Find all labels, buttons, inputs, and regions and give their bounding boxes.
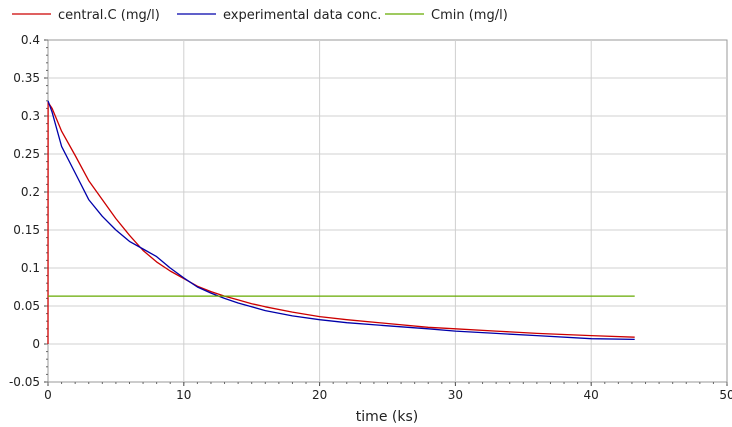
x-tick-label: 0 <box>44 388 52 402</box>
x-tick-label: 20 <box>312 388 327 402</box>
y-tick-label: 0.1 <box>21 261 40 275</box>
y-tick-label: 0.15 <box>13 223 40 237</box>
legend-label: Cmin (mg/l) <box>431 8 508 23</box>
x-tick-label: 30 <box>448 388 463 402</box>
y-tick-label: 0.25 <box>13 147 40 161</box>
x-axis-title: time (ks) <box>356 409 418 425</box>
y-tick-label: 0.2 <box>21 185 40 199</box>
x-tick-label: 50 <box>719 388 732 402</box>
y-tick-label: 0.05 <box>13 299 40 313</box>
y-tick-label: -0.05 <box>9 375 40 389</box>
x-tick-label: 10 <box>176 388 191 402</box>
legend: central.C (mg/l) experimental data conc. C… <box>12 8 508 23</box>
legend-label: central.C (mg/l) <box>58 8 160 23</box>
y-tick-label: 0.35 <box>13 71 40 85</box>
y-tick-label: 0.3 <box>21 109 40 123</box>
series-group <box>47 100 635 345</box>
legend-label: experimental data conc. <box>223 8 381 23</box>
central-c-line <box>47 101 635 345</box>
y-tick-label: 0.4 <box>21 33 40 47</box>
x-tick-label: 40 <box>584 388 599 402</box>
plot-area <box>47 39 728 383</box>
grid <box>48 40 727 382</box>
experimental-data-line <box>47 100 635 341</box>
y-tick-label: 0 <box>32 337 40 351</box>
